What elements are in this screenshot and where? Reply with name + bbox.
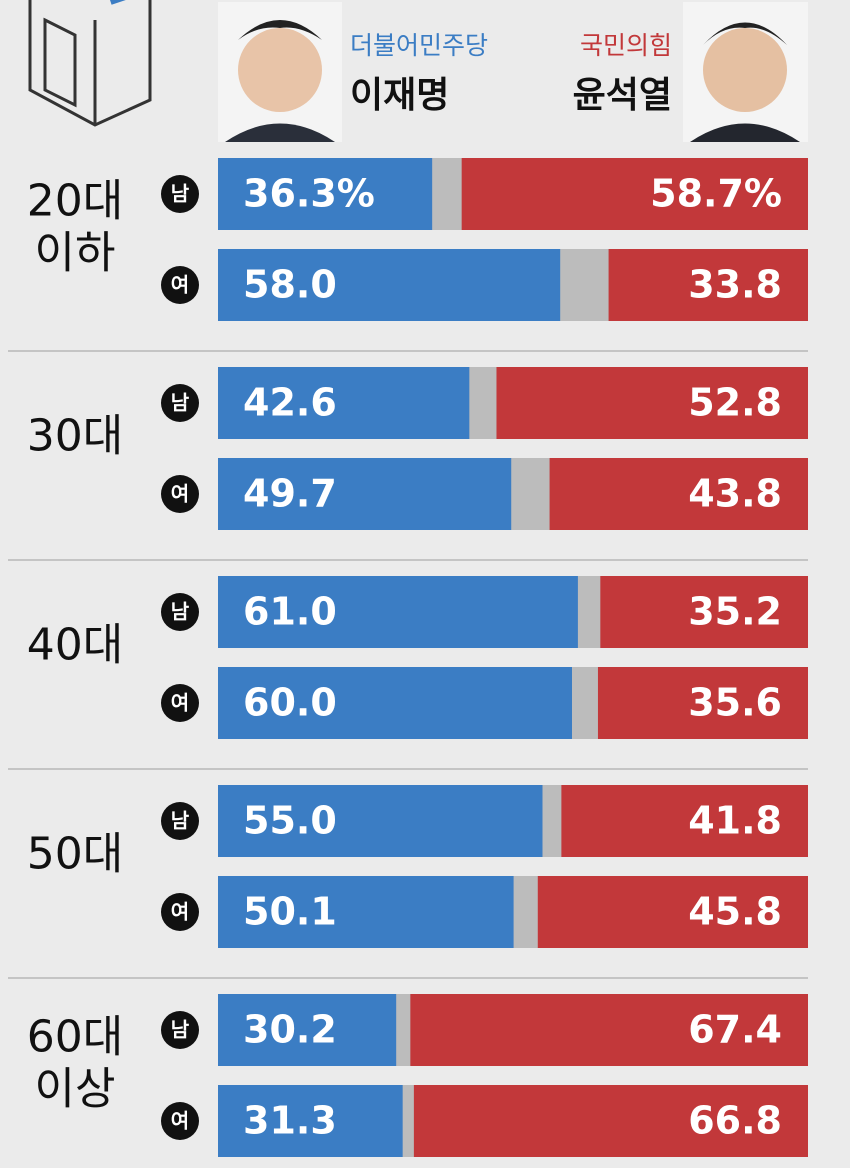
value-label: 60.0 (243, 681, 337, 725)
value-label: 42.6 (243, 381, 337, 425)
bar (561, 785, 808, 857)
bar (218, 994, 397, 1066)
bar (600, 576, 808, 648)
sex-badge (161, 593, 199, 631)
sex-badge (161, 684, 199, 722)
bar (549, 458, 808, 530)
party-label: 국민의힘 (580, 31, 672, 60)
legend-label: 이재명 (350, 75, 449, 116)
value-label: 43.8 (688, 472, 782, 516)
bar (218, 158, 433, 230)
value-label: 33.8 (688, 263, 782, 307)
group-label: 이하 (35, 228, 116, 279)
category-label: 남 (171, 600, 190, 624)
bar (608, 249, 808, 321)
value-label: 55.0 (243, 799, 337, 843)
category-label: 남 (171, 1018, 190, 1042)
bar (413, 1085, 808, 1157)
value-label: 36.3% (243, 172, 375, 216)
bar (218, 1085, 403, 1157)
bar (218, 249, 561, 321)
bar (218, 876, 514, 948)
sex-badge (161, 893, 199, 931)
bar (537, 876, 808, 948)
bar (218, 785, 543, 857)
value-label: 61.0 (243, 590, 337, 634)
category-label: 여 (171, 482, 189, 506)
category-label: 남 (171, 182, 190, 206)
value-label: 41.8 (688, 799, 782, 843)
bar (597, 667, 808, 739)
value-label: 31.3 (243, 1099, 337, 1143)
group-label: 40대 (27, 620, 123, 671)
candidate-photo (218, 2, 342, 142)
category-label: 여 (171, 273, 189, 297)
value-label: 50.1 (243, 890, 337, 934)
value-label: 58.7% (650, 172, 782, 216)
value-label: 30.2 (243, 1008, 337, 1052)
value-label: 35.2 (688, 590, 782, 634)
value-label: 58.0 (243, 263, 337, 307)
value-label: 45.8 (688, 890, 782, 934)
party-label: 더불어민주당 (350, 31, 488, 60)
category-label: 여 (171, 900, 189, 924)
category-label: 여 (171, 691, 189, 715)
value-label: 66.8 (688, 1099, 782, 1143)
group-label: 이상 (35, 1064, 116, 1115)
bar (218, 576, 578, 648)
sex-badge (161, 266, 199, 304)
value-label: 67.4 (688, 1008, 782, 1052)
ballot-box-icon (28, 0, 152, 127)
legend-label: 윤석열 (573, 75, 672, 116)
sex-badge (161, 1102, 199, 1140)
bar (496, 367, 808, 439)
sex-badge (161, 802, 199, 840)
bar (461, 158, 808, 230)
bar (218, 667, 572, 739)
group-label: 20대 (27, 176, 123, 227)
bar (218, 458, 512, 530)
group-label: 50대 (27, 829, 123, 880)
category-label: 여 (171, 1109, 189, 1133)
value-label: 35.6 (688, 681, 782, 725)
sex-badge (161, 475, 199, 513)
sex-badge (161, 175, 199, 213)
sex-badge (161, 384, 199, 422)
category-label: 남 (171, 809, 190, 833)
group-label: 30대 (27, 411, 123, 462)
group-label: 60대 (27, 1012, 123, 1063)
sex-badge (161, 1011, 199, 1049)
bar (218, 367, 470, 439)
category-label: 남 (171, 391, 190, 415)
value-label: 49.7 (243, 472, 337, 516)
value-label: 52.8 (688, 381, 782, 425)
bar (410, 994, 808, 1066)
candidate-photo (683, 2, 808, 142)
